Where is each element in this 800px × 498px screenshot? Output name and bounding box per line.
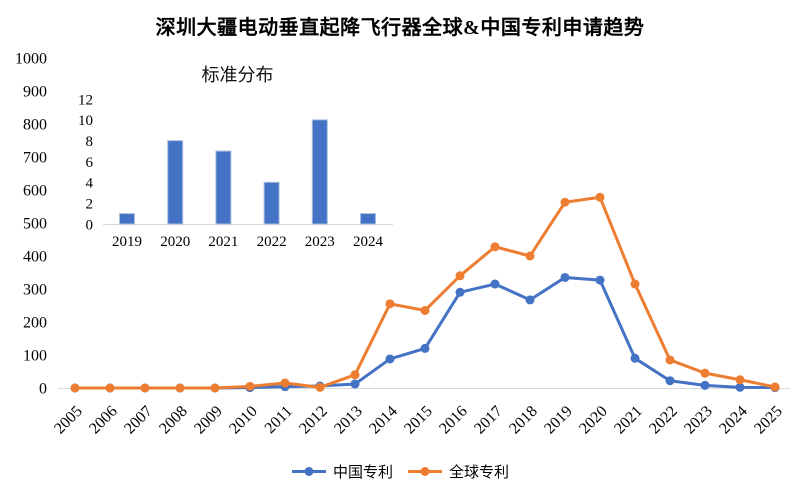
svg-text:2022: 2022 <box>646 403 681 438</box>
svg-text:2007: 2007 <box>121 403 156 438</box>
svg-text:2021: 2021 <box>208 234 238 250</box>
svg-text:2021: 2021 <box>611 403 646 438</box>
legend-item-china: 中国专利 <box>291 461 393 482</box>
legend-marker-global-icon <box>408 467 442 476</box>
svg-text:2020: 2020 <box>576 403 611 438</box>
legend-item-global: 全球专利 <box>407 461 509 482</box>
legend: 中国专利 全球专利 <box>0 461 800 482</box>
inset-bars <box>119 119 376 225</box>
inset-x-axis-tick-labels: 2019 2020 2021 2022 2023 2024 <box>112 234 384 250</box>
svg-text:2022: 2022 <box>257 234 287 250</box>
svg-text:1000: 1000 <box>15 51 47 68</box>
svg-text:2008: 2008 <box>156 403 191 438</box>
svg-text:2015: 2015 <box>401 403 436 438</box>
svg-text:2019: 2019 <box>112 234 142 250</box>
svg-text:2016: 2016 <box>436 403 471 438</box>
svg-text:2: 2 <box>86 196 94 212</box>
chart-title: 深圳大疆电动垂直起降飞行器全球&中国专利申请趋势 <box>155 17 645 39</box>
svg-text:2013: 2013 <box>331 403 366 438</box>
svg-text:4: 4 <box>86 176 94 192</box>
svg-text:0: 0 <box>39 381 47 398</box>
svg-text:2005: 2005 <box>51 403 86 438</box>
svg-text:2024: 2024 <box>716 403 751 438</box>
svg-text:2019: 2019 <box>541 403 576 438</box>
svg-text:10: 10 <box>78 113 93 129</box>
svg-text:400: 400 <box>23 249 47 266</box>
svg-text:2010: 2010 <box>226 403 261 438</box>
svg-text:100: 100 <box>23 348 47 365</box>
svg-text:300: 300 <box>23 282 47 299</box>
svg-text:2011: 2011 <box>262 403 296 437</box>
svg-text:2025: 2025 <box>751 403 786 438</box>
inset-chart-title: 标准分布 <box>201 65 274 85</box>
svg-text:800: 800 <box>23 117 47 134</box>
svg-text:700: 700 <box>23 150 47 167</box>
legend-label-global: 全球专利 <box>449 465 510 481</box>
legend-marker-china-icon <box>291 467 326 476</box>
svg-text:500: 500 <box>23 216 47 233</box>
series-global-patents <box>70 192 780 393</box>
inset-chart: 0 2 4 6 8 10 12 2019 2020 2021 2022 2023 2024 <box>78 92 393 250</box>
svg-text:2006: 2006 <box>86 403 121 438</box>
svg-text:2017: 2017 <box>471 403 506 438</box>
inset-y-axis-tick-labels: 0 2 4 6 8 10 12 <box>78 92 94 233</box>
svg-text:12: 12 <box>78 92 93 108</box>
svg-text:2023: 2023 <box>681 403 716 438</box>
legend-label-china: 中国专利 <box>332 465 393 481</box>
svg-text:6: 6 <box>86 155 94 171</box>
svg-text:0: 0 <box>86 217 94 233</box>
svg-text:2014: 2014 <box>366 403 401 438</box>
svg-text:600: 600 <box>23 183 47 200</box>
svg-text:2020: 2020 <box>160 234 190 250</box>
svg-text:2024: 2024 <box>353 234 384 250</box>
svg-text:8: 8 <box>86 134 94 150</box>
svg-text:2023: 2023 <box>305 234 335 250</box>
svg-text:200: 200 <box>23 315 47 332</box>
svg-text:900: 900 <box>23 84 47 101</box>
x-axis-tick-labels: 2005 2006 2007 2008 2009 2010 2011 2012 2013 2014… <box>51 403 786 438</box>
y-axis-tick-labels: 0 100 200 300 400 500 600 700 800 900 1000 <box>15 51 47 398</box>
series-china-patents <box>70 272 780 393</box>
svg-text:2018: 2018 <box>506 403 541 438</box>
svg-text:2012: 2012 <box>296 403 331 438</box>
svg-text:2009: 2009 <box>191 403 226 438</box>
